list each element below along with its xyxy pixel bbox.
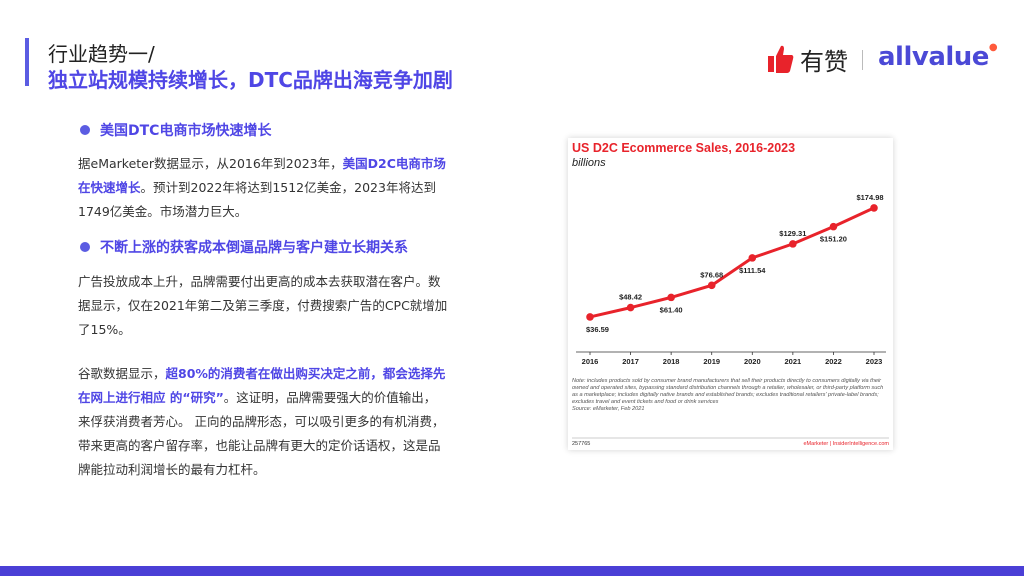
logo-divider: [862, 50, 863, 70]
allvalue-logo-text: allvalue: [878, 42, 989, 72]
x-tick-label: 2019: [703, 357, 720, 366]
chart-title: US D2C Ecommerce Sales, 2016-2023: [572, 141, 795, 155]
title-accent-bar: [25, 38, 29, 86]
data-label: $111.54: [739, 266, 766, 275]
data-point: [870, 204, 878, 212]
data-point: [829, 222, 838, 231]
series-line: [589, 206, 875, 319]
allvalue-logo: allvalue●: [878, 42, 998, 72]
data-point: [748, 254, 757, 262]
youzan-logo: 有赞: [768, 42, 848, 76]
thumbs-up-icon: [768, 45, 794, 73]
data-point: [789, 240, 797, 248]
chart-subtitle: billions: [572, 157, 606, 169]
section2-paragraph: 广告投放成本上升，品牌需要付出更高的成本去获取潜在客户。数据显示，仅在2021年…: [78, 274, 448, 337]
x-tick-label: 2018: [663, 357, 680, 366]
section1-heading-text: 美国DTC电商市场快速增长: [100, 123, 272, 139]
youzan-logo-text: 有赞: [800, 47, 848, 76]
data-label: $48.42: [619, 293, 642, 302]
x-tick-label: 2016: [582, 357, 599, 366]
x-tick-label: 2021: [785, 357, 802, 366]
x-tick-label: 2020: [744, 357, 761, 366]
section1-paragraph: 据eMarketer数据显示，从2016年到2023年，美国D2C电商市场在快速…: [78, 152, 448, 224]
data-label: $36.59: [586, 325, 609, 334]
section2-heading-text: 不断上涨的获客成本倒逼品牌与客户建立长期关系: [100, 240, 408, 256]
sales-line-chart: US D2C Ecommerce Sales, 2016-2023 billio…: [572, 141, 890, 447]
bullet-dot-icon: [80, 242, 90, 252]
footer-bar: [0, 566, 1024, 576]
bullet-dot-icon: [80, 125, 90, 135]
section1-text-b: 。预计到2022年将达到1512亿美金，2023年将达到1749亿美金。市场潜力…: [78, 180, 436, 219]
section1-heading: 美国DTC电商市场快速增长: [80, 120, 271, 140]
section3-text-b: 。这证明，品牌需要强大的价值输出，来俘获消费者芳心。 正向的品牌形态，可以吸引更…: [78, 390, 445, 477]
data-point: [586, 313, 594, 321]
x-tick-label: 2022: [825, 357, 842, 366]
page-title-line2: 独立站规模持续增长，DTC品牌出海竞争加剧: [48, 68, 453, 92]
data-label: $61.40: [660, 305, 683, 314]
data-label: $129.31: [779, 229, 806, 238]
allvalue-logo-dot: ●: [988, 42, 998, 53]
chart-note-box: Note: includes products sold by consumer…: [572, 378, 884, 412]
page-title-line1: 行业趋势一/: [48, 42, 155, 66]
section2-heading: 不断上涨的获客成本倒逼品牌与客户建立长期关系: [80, 237, 408, 257]
data-label: $76.68: [700, 270, 723, 279]
x-tick-label: 2023: [866, 357, 883, 366]
data-point: [707, 281, 716, 290]
data-point: [626, 303, 635, 312]
section1-text-a: 据eMarketer数据显示，从2016年到2023年，: [78, 156, 343, 171]
chart-id: 257765: [572, 441, 590, 447]
section3-highlight: 超80%的消费者在做出购买决定之前，都会选择先在网上进行相应 的“研究”: [78, 366, 446, 405]
data-label: $151.20: [820, 235, 847, 244]
section1-highlight: 美国D2C电商市场在快速增长: [78, 156, 446, 195]
chart-note: Note: includes products sold by consumer…: [572, 378, 884, 405]
section3-text-a: 谷歌数据显示，: [78, 366, 166, 381]
x-tick-label: 2017: [622, 357, 639, 366]
data-point: [667, 293, 675, 302]
chart-card: US D2C Ecommerce Sales, 2016-2023 billio…: [568, 138, 893, 450]
section3-paragraph: 谷歌数据显示，超80%的消费者在做出购买决定之前，都会选择先在网上进行相应 的“…: [78, 362, 448, 482]
chart-footer-brand: eMarketer | InsiderIntelligence.com: [804, 441, 890, 447]
chart-source: Source: eMarketer, Feb 2021: [572, 406, 645, 412]
data-label: $174.98: [856, 193, 883, 202]
